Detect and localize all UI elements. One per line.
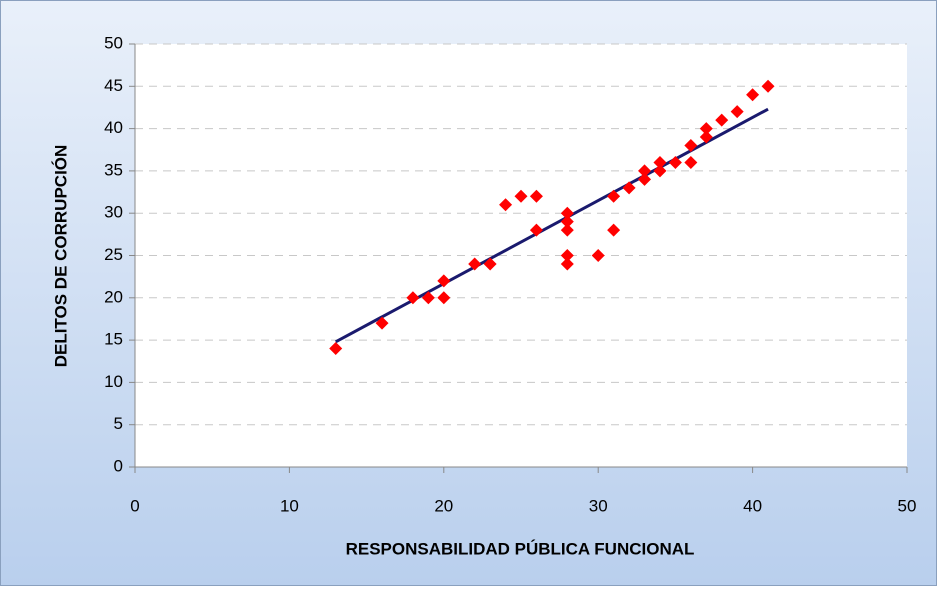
point: [746, 88, 760, 102]
x-tick-label: 10: [280, 496, 299, 515]
point: [560, 223, 574, 237]
point: [622, 181, 636, 195]
x-axis-title: RESPONSABILIDAD PÚBLICA FUNCIONAL: [346, 539, 695, 558]
point: [406, 291, 420, 305]
y-tick-label: 30: [104, 203, 123, 222]
point: [329, 342, 343, 356]
y-tick-label: 10: [104, 372, 123, 391]
point: [653, 155, 667, 169]
point: [715, 113, 729, 127]
point: [529, 223, 543, 237]
y-tick-label: 50: [104, 33, 123, 52]
point: [499, 198, 513, 212]
x-tick-label: 40: [743, 496, 762, 515]
point: [375, 316, 389, 330]
point: [468, 257, 482, 271]
y-tick-label: 15: [104, 330, 123, 349]
point: [607, 223, 621, 237]
point: [607, 189, 621, 203]
point: [638, 172, 652, 186]
point: [514, 189, 528, 203]
point: [560, 249, 574, 262]
x-tick-label: 30: [589, 496, 608, 515]
point: [560, 215, 574, 229]
x-tick-label: 50: [898, 496, 917, 515]
point: [560, 257, 574, 271]
point: [684, 155, 698, 169]
y-tick-label: 45: [104, 76, 123, 95]
point: [483, 257, 497, 271]
x-tick-label: 0: [130, 496, 139, 515]
point: [560, 206, 574, 220]
point: [437, 274, 451, 288]
y-tick-label: 25: [104, 245, 123, 264]
x-tick-label: 20: [434, 496, 453, 515]
point: [421, 291, 435, 305]
point: [591, 249, 605, 262]
y-tick-label: 0: [114, 456, 123, 475]
point: [529, 189, 543, 203]
point: [699, 122, 713, 136]
point: [653, 164, 667, 178]
point: [668, 155, 682, 169]
point: [684, 139, 698, 153]
trend-line: [335, 107, 769, 344]
point: [699, 130, 713, 144]
y-tick-label: 20: [104, 287, 123, 306]
point: [730, 105, 744, 119]
y-tick-label: 35: [104, 160, 123, 179]
y-tick-label: 40: [104, 118, 123, 137]
y-axis-title: DELITOS DE CORRUPCIÓN: [51, 145, 70, 368]
point: [437, 291, 451, 305]
point: [638, 164, 652, 178]
y-tick-label: 5: [114, 414, 123, 433]
point: [761, 79, 775, 93]
